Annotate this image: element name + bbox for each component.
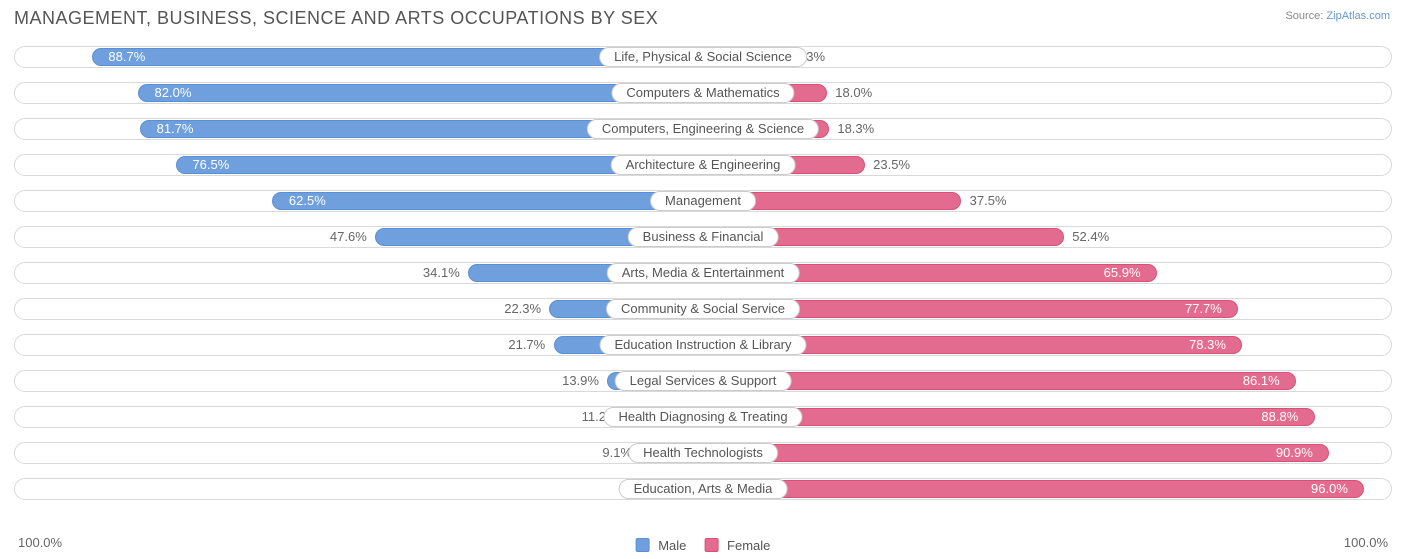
category-label: Computers & Mathematics [611,83,794,103]
female-pct-label: 23.5% [873,156,910,174]
chart-area: 88.7%11.3%Life, Physical & Social Scienc… [14,40,1392,517]
female-pct-label: 65.9% [1104,264,1141,282]
chart-row: 22.3% 77.7% Community & Social Service [14,292,1392,326]
male-pct-label: 76.5% [192,156,229,174]
legend-item-female: Female [704,538,770,553]
male-pct-label: 62.5% [289,192,326,210]
male-pct-label: 21.7% [508,336,545,354]
category-label: Legal Services & Support [615,371,792,391]
chart-row: 9.1%90.9%Health Technologists [14,436,1392,470]
source-site: ZipAtlas.com [1326,10,1390,22]
category-label: Community & Social Service [606,299,800,319]
category-label: Management [650,191,756,211]
category-label: Business & Financial [628,227,779,247]
female-pct-label: 18.0% [835,84,872,102]
female-pct-label: 52.4% [1072,228,1109,246]
chart-row: 81.7% 18.3% Computers, Engineering & Scien… [14,112,1392,146]
source-label: Source: [1285,10,1323,22]
female-pct-label: 18.3% [837,120,874,138]
category-label: Arts, Media & Entertainment [607,263,800,283]
chart-row: 88.7%11.3%Life, Physical & Social Scienc… [14,40,1392,74]
category-label: Health Technologists [628,443,778,463]
female-pct-label: 88.8% [1261,408,1298,426]
category-label: Computers, Engineering & Science [587,119,819,139]
chart-row: 82.0% 18.0% Computers & Mathematics [14,76,1392,110]
category-label: Education Instruction & Library [599,335,806,355]
legend-male-label: Male [658,538,686,553]
chart-title: MANAGEMENT, BUSINESS, SCIENCE AND ARTS O… [0,0,1406,29]
female-bar [703,444,1329,462]
chart-row: 4.0%96.0%Education, Arts & Media [14,472,1392,506]
female-pct-label: 90.9% [1276,444,1313,462]
female-pct-label: 96.0% [1311,480,1348,498]
male-pct-label: 34.1% [423,264,460,282]
legend-female-label: Female [727,538,770,553]
male-swatch-icon [636,538,650,552]
axis-left-label: 100.0% [18,535,62,550]
source-attribution: Source: ZipAtlas.com [1285,10,1390,22]
female-bar [703,480,1364,498]
chart-row: 21.7% 78.3% Education Instruction & Librar… [14,328,1392,362]
female-pct-label: 86.1% [1243,372,1280,390]
female-swatch-icon [704,538,718,552]
female-pct-label: 78.3% [1189,336,1226,354]
legend: Male Female [636,538,771,553]
male-pct-label: 47.6% [330,228,367,246]
female-pct-label: 77.7% [1185,300,1222,318]
chart-row: 62.5% 37.5% Management [14,184,1392,218]
female-bar [703,372,1296,390]
male-pct-label: 82.0% [155,84,192,102]
chart-row: 13.9% 86.1% Legal Services & Support [14,364,1392,398]
category-label: Education, Arts & Media [619,479,788,499]
chart-row: 11.2%88.8%Health Diagnosing & Treating [14,400,1392,434]
legend-item-male: Male [636,538,687,553]
chart-row: 47.6% 52.4% Business & Financial [14,220,1392,254]
male-pct-label: 88.7% [108,48,145,66]
chart-row: 76.5% 23.5% Architecture & Engineering [14,148,1392,182]
male-pct-label: 13.9% [562,372,599,390]
male-bar [272,192,703,210]
axis-right-label: 100.0% [1344,535,1388,550]
category-label: Life, Physical & Social Science [599,47,807,67]
male-pct-label: 22.3% [504,300,541,318]
male-pct-label: 81.7% [157,120,194,138]
category-label: Health Diagnosing & Treating [603,407,802,427]
chart-row: 34.1% 65.9% Arts, Media & Entertainment [14,256,1392,290]
category-label: Architecture & Engineering [611,155,796,175]
female-pct-label: 37.5% [970,192,1007,210]
